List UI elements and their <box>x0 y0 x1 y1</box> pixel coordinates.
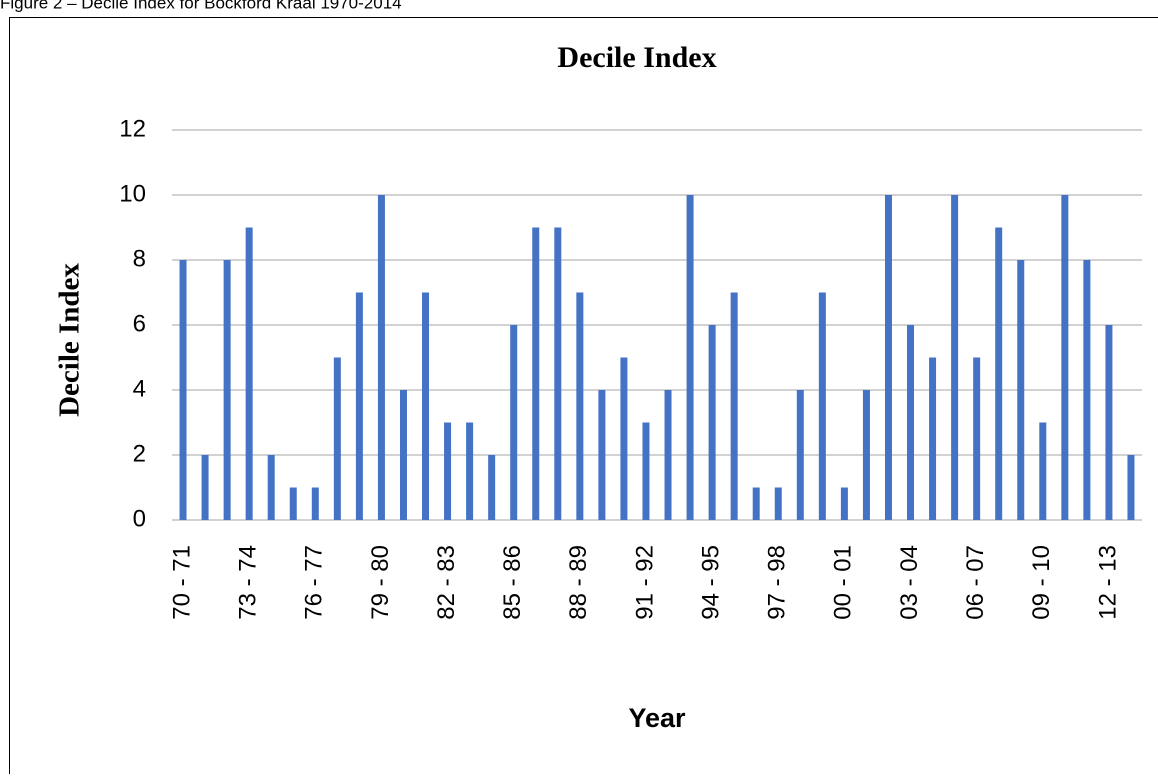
y-tick-label: 8 <box>133 245 146 272</box>
x-tick-label: 06 - 07 <box>962 545 989 620</box>
bar <box>1017 260 1024 520</box>
bar <box>180 260 187 520</box>
x-tick-label: 73 - 74 <box>235 545 262 620</box>
y-axis-label: Decile Index <box>54 263 86 417</box>
y-tick-label: 6 <box>133 310 146 337</box>
bar <box>268 455 275 520</box>
bar <box>224 260 231 520</box>
bar <box>951 195 958 520</box>
bar <box>731 293 738 521</box>
bar <box>532 228 539 521</box>
x-tick-label: 76 - 77 <box>301 545 328 620</box>
x-tick-label: 70 - 71 <box>168 545 195 620</box>
bar <box>466 423 473 521</box>
bar <box>510 325 517 520</box>
bar <box>929 358 936 521</box>
bar <box>973 358 980 521</box>
bar <box>753 488 760 521</box>
bar <box>687 195 694 520</box>
bar <box>819 293 826 521</box>
y-tick-label: 10 <box>119 180 146 207</box>
bar <box>378 195 385 520</box>
bar <box>356 293 363 521</box>
bar <box>576 293 583 521</box>
bar <box>312 488 319 521</box>
bar <box>907 325 914 520</box>
bar <box>444 423 451 521</box>
x-tick-label: 97 - 98 <box>764 545 791 620</box>
bar <box>665 390 672 520</box>
chart-title: Decile Index <box>557 41 716 74</box>
x-tick-label: 85 - 86 <box>499 545 526 620</box>
bar <box>885 195 892 520</box>
bar <box>1083 260 1090 520</box>
bar <box>422 293 429 521</box>
bar <box>775 488 782 521</box>
x-tick-label: 94 - 95 <box>697 545 724 620</box>
x-tick-label: 88 - 89 <box>565 545 592 620</box>
x-tick-label: 12 - 13 <box>1094 545 1121 620</box>
x-tick-label: 09 - 10 <box>1028 545 1055 620</box>
bar <box>202 455 209 520</box>
y-tick-label: 12 <box>119 115 146 142</box>
caption: Figure 2 – Decile Index for Bockford Kra… <box>0 0 402 12</box>
bar <box>400 390 407 520</box>
y-tick-label: 0 <box>133 505 146 532</box>
bar <box>620 358 627 521</box>
x-tick-label: 03 - 04 <box>896 545 923 620</box>
x-tick-label: 82 - 83 <box>433 545 460 620</box>
bar <box>1039 423 1046 521</box>
bar <box>554 228 561 521</box>
bar <box>246 228 253 521</box>
bar <box>1127 455 1134 520</box>
bar <box>334 358 341 521</box>
bar <box>797 390 804 520</box>
y-tick-label: 2 <box>133 440 146 467</box>
bar <box>995 228 1002 521</box>
bar <box>642 423 649 521</box>
bar <box>863 390 870 520</box>
x-tick-label: 91 - 92 <box>631 545 658 620</box>
bar <box>1105 325 1112 520</box>
y-tick-label: 4 <box>133 375 146 402</box>
x-tick-label: 00 - 01 <box>830 545 857 620</box>
bar <box>1061 195 1068 520</box>
x-tick-label: 79 - 80 <box>367 545 394 620</box>
bar <box>488 455 495 520</box>
bar <box>290 488 297 521</box>
bar <box>841 488 848 521</box>
bar <box>709 325 716 520</box>
x-axis-label: Year <box>628 703 686 733</box>
bar <box>598 390 605 520</box>
